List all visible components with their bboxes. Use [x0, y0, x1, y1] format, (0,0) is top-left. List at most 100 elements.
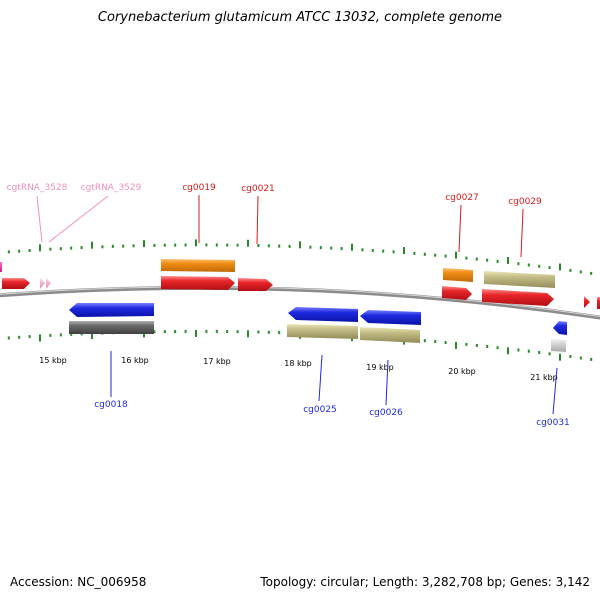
tick-inner-minor	[465, 342, 468, 346]
tick-outer-minor	[153, 243, 156, 247]
tick-outer-minor	[278, 244, 281, 248]
tick-outer-minor	[132, 244, 135, 248]
leader-cgtRNA_3528	[36, 195, 43, 243]
tick-inner-minor	[205, 329, 208, 333]
tick-inner-minor	[215, 329, 218, 333]
leader-cgtRNA_3529	[48, 195, 109, 243]
label-cg0027[interactable]: cg0027	[445, 193, 479, 203]
tick-label-17kbp: 17 kbp	[203, 357, 231, 366]
leader-cg0021	[256, 195, 259, 245]
gene-gray-cg0018[interactable]	[69, 321, 154, 334]
label-cg0026[interactable]: cg0026	[369, 408, 403, 418]
tick-inner-major	[455, 341, 457, 349]
cds-forward-left-edge[interactable]	[2, 278, 30, 289]
gene-khaki-cg0026[interactable]	[360, 327, 420, 343]
tick-inner-minor	[70, 332, 73, 336]
tick-outer-minor	[319, 246, 322, 250]
cds-forward-cg0029[interactable]	[482, 289, 554, 306]
tick-inner-minor	[475, 344, 478, 347]
cds-forward-cg0021[interactable]	[238, 278, 273, 291]
tick-outer-minor	[174, 243, 177, 247]
label-cg0031[interactable]: cg0031	[536, 418, 570, 428]
tick-outer-minor	[111, 244, 114, 248]
tick-outer-minor	[527, 263, 530, 267]
tick-outer-minor	[382, 249, 385, 253]
accession-text: Accession: NC_006958	[10, 575, 147, 589]
rna-magenta-feature[interactable]	[0, 262, 2, 272]
tick-inner-minor	[226, 330, 229, 333]
tick-outer-minor	[101, 245, 104, 249]
tick-outer-minor	[267, 244, 270, 248]
tick-label-15kbp: 15 kbp	[39, 356, 67, 365]
tick-outer-major	[91, 241, 93, 249]
tick-label-19kbp: 19 kbp	[366, 363, 394, 372]
cds-reverse-cg0025[interactable]	[288, 307, 358, 322]
tick-outer-major	[455, 251, 457, 259]
tick-inner-minor	[434, 340, 437, 344]
tick-outer-minor	[361, 248, 364, 252]
tick-inner-minor	[59, 333, 62, 337]
leader-cg0027	[458, 204, 462, 253]
label-cgtRNA_3528[interactable]: cgtRNA_3528	[7, 183, 68, 193]
label-cgtRNA_3529[interactable]: cgtRNA_3529	[81, 183, 142, 193]
genome-summary-text: Topology: circular; Length: 3,282,708 bp…	[260, 575, 590, 589]
rna-pink-arrow-2[interactable]	[46, 278, 51, 289]
tick-inner-minor	[153, 330, 156, 334]
genome-backbone-highlight	[0, 286, 600, 318]
tick-inner-minor	[538, 351, 541, 354]
gene-lightgray-cg0031[interactable]	[551, 339, 566, 352]
gene-khaki-cg0029[interactable]	[484, 271, 555, 288]
gene-orange-cg0019[interactable]	[161, 259, 235, 272]
rna-pink-arrow-1[interactable]	[40, 278, 45, 289]
tick-outer-minor	[548, 266, 551, 270]
leader-cg0025	[318, 354, 323, 402]
cds-forward-cg0027[interactable]	[442, 286, 472, 300]
tick-outer-major	[403, 247, 405, 255]
label-cg0021[interactable]: cg0021	[241, 184, 275, 194]
tick-outer-minor	[288, 244, 291, 248]
tick-inner-minor	[174, 330, 177, 333]
gene-orange-cg0027[interactable]	[443, 268, 473, 282]
tick-inner-minor	[486, 345, 489, 348]
tick-outer-major	[507, 257, 509, 264]
cds-reverse-cg0018[interactable]	[69, 303, 154, 317]
tick-inner-minor	[278, 331, 281, 335]
label-cg0029[interactable]: cg0029	[508, 197, 542, 207]
label-cg0018[interactable]: cg0018	[94, 400, 128, 410]
tick-inner-minor	[163, 330, 166, 334]
label-cg0025[interactable]: cg0025	[303, 405, 337, 415]
tick-outer-minor	[257, 244, 260, 247]
tick-outer-major	[247, 239, 249, 247]
cds-reverse-cg0031[interactable]	[553, 321, 567, 335]
tick-inner-minor	[28, 335, 31, 339]
tick-outer-major	[143, 240, 145, 248]
tick-outer-minor	[80, 246, 83, 250]
tick-inner-minor	[236, 330, 239, 334]
cds-forward-right-edge-1[interactable]	[584, 296, 590, 308]
tick-inner-major	[91, 332, 93, 339]
tick-outer-minor	[486, 258, 489, 262]
tick-inner-minor	[257, 330, 260, 334]
tick-inner-minor	[49, 333, 52, 337]
tick-inner-minor	[569, 355, 572, 358]
tick-outer-minor	[434, 253, 437, 257]
gene-khaki-cg0025[interactable]	[287, 324, 358, 339]
tick-outer-minor	[122, 244, 125, 248]
tick-label-21kbp: 21 kbp	[530, 373, 558, 382]
label-cg0019[interactable]: cg0019	[182, 183, 216, 193]
tick-outer-minor	[392, 250, 395, 254]
tick-outer-minor	[226, 243, 229, 247]
tick-label-16kbp: 16 kbp	[121, 356, 149, 365]
tick-outer-minor	[413, 251, 416, 255]
tick-outer-minor	[7, 250, 10, 254]
tick-outer-minor	[309, 245, 312, 249]
cds-forward-right-edge-2[interactable]	[597, 297, 600, 309]
cds-forward-cg0019[interactable]	[161, 276, 235, 290]
tick-outer-minor	[517, 262, 520, 266]
tick-outer-minor	[444, 254, 447, 258]
tick-outer-major	[195, 239, 197, 247]
tick-inner-minor	[579, 356, 582, 360]
cds-reverse-cg0026[interactable]	[360, 310, 421, 325]
tick-inner-minor	[517, 348, 520, 352]
